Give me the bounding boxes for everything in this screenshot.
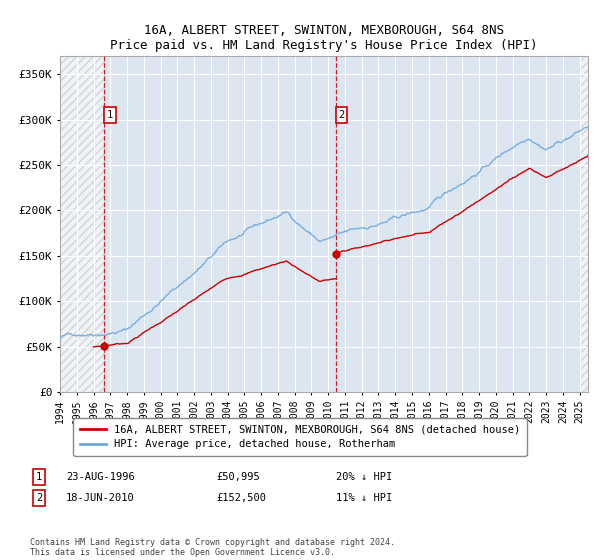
Title: 16A, ALBERT STREET, SWINTON, MEXBOROUGH, S64 8NS
Price paid vs. HM Land Registry: 16A, ALBERT STREET, SWINTON, MEXBOROUGH,… — [110, 24, 538, 52]
Legend: 16A, ALBERT STREET, SWINTON, MEXBOROUGH, S64 8NS (detached house), HPI: Average : 16A, ALBERT STREET, SWINTON, MEXBOROUGH,… — [73, 418, 527, 456]
Bar — [60, 56, 104, 392]
Text: 1: 1 — [36, 472, 42, 482]
Text: 23-AUG-1996: 23-AUG-1996 — [66, 472, 135, 482]
Text: 2: 2 — [36, 493, 42, 503]
Text: Contains HM Land Registry data © Crown copyright and database right 2024.
This d: Contains HM Land Registry data © Crown c… — [30, 538, 395, 557]
Text: 18-JUN-2010: 18-JUN-2010 — [66, 493, 135, 503]
Text: £152,500: £152,500 — [216, 493, 266, 503]
Text: 20% ↓ HPI: 20% ↓ HPI — [336, 472, 392, 482]
Text: 11% ↓ HPI: 11% ↓ HPI — [336, 493, 392, 503]
Text: 1: 1 — [107, 110, 113, 120]
Bar — [580, 56, 588, 392]
Text: 2: 2 — [338, 110, 344, 120]
Text: £50,995: £50,995 — [216, 472, 260, 482]
